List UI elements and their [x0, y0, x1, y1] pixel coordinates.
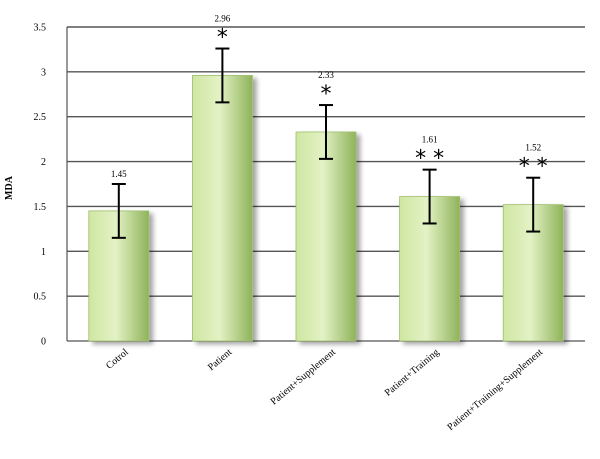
y-tick-label: 0	[41, 337, 46, 348]
data-label: 1.52	[525, 143, 541, 153]
x-axis-categories: Cotrol Patient Patient+Supplement Patient+T…	[104, 347, 545, 433]
data-label: 2.33	[318, 70, 334, 80]
x-category-label: Patient	[206, 347, 235, 373]
x-category-label: Patient+Training	[383, 347, 442, 399]
y-tick-label: 2.5	[34, 112, 47, 123]
significance-mark: *	[321, 82, 332, 107]
bar	[191, 75, 253, 342]
x-category-label: Patient+Training+Supplement	[445, 347, 545, 433]
significance-mark: * *	[519, 155, 548, 180]
x-category-label: Patient+Supplement	[269, 347, 338, 408]
significance-mark: *	[217, 26, 228, 51]
significance-mark: * *	[415, 147, 444, 172]
data-labels: 1.45 * 2.96 * 2.33 * * 1.61 * * 1.52	[111, 14, 548, 180]
y-tick-label: 0.5	[34, 292, 47, 303]
y-tick-label: 1	[41, 247, 46, 258]
bar	[295, 131, 357, 342]
x-category-label: Cotrol	[104, 347, 131, 372]
data-label: 1.45	[111, 169, 127, 179]
y-tick-label: 2	[41, 157, 46, 168]
data-label: 2.96	[215, 14, 231, 24]
y-tick-label: 3.5	[34, 23, 47, 34]
data-label: 1.61	[422, 135, 438, 145]
y-axis-label: MDA	[4, 175, 15, 200]
y-axis-ticks: 0 0.5 1 1.5 2 2.5 3 3.5	[34, 23, 47, 348]
error-bars	[111, 47, 541, 239]
y-tick-label: 1.5	[34, 202, 47, 213]
y-tick-label: 3	[41, 67, 46, 78]
